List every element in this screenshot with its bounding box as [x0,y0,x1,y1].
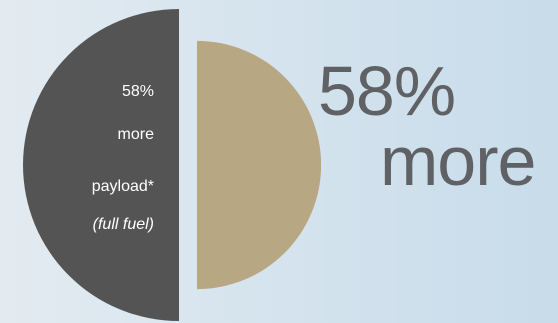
headline-word: more [380,122,536,200]
semicircle-label-line: more [118,126,155,143]
semicircle-label-line: 58% [122,83,154,100]
small-semicircle [197,40,322,290]
large-semicircle [23,9,179,321]
semicircle-label-line: (full fuel) [93,216,154,233]
headline-percentage: 58% [318,52,456,130]
semicircle-label-line: payload* [92,178,154,195]
